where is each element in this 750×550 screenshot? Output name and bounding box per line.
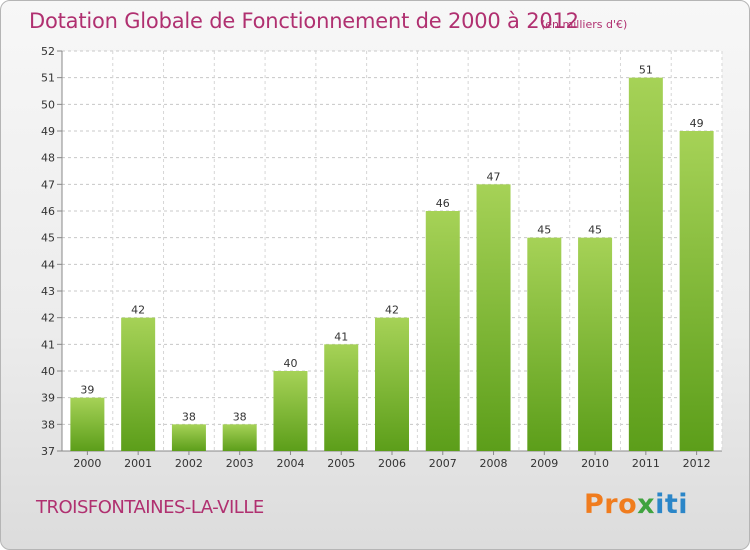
x-tick-label-2006: 2006 [378,457,406,470]
x-tick-label-2008: 2008 [480,457,508,470]
value-label-2004: 40 [283,357,297,370]
bar-2001 [121,317,156,451]
y-tick-label: 50 [41,98,55,111]
value-label-2001: 42 [131,304,145,317]
y-tick-label: 52 [41,45,55,58]
bar-2008 [476,184,511,452]
value-label-2012: 49 [690,117,704,130]
x-tick-label-2003: 2003 [226,457,254,470]
chart-title: Dotation Globale de Fonctionnement de 20… [29,9,579,33]
logo-part-3: iti [655,489,688,520]
bar-2004 [273,371,308,451]
value-label-2007: 46 [436,197,450,210]
y-tick-label: 47 [41,178,55,191]
bar-2002 [171,424,206,451]
proxiti-logo: Proxiti [584,489,688,520]
x-tick-label-2010: 2010 [581,457,609,470]
value-label-2005: 41 [334,330,348,343]
x-tick-label-2012: 2012 [683,457,711,470]
bar-2005 [324,344,359,451]
y-tick-label: 43 [41,285,55,298]
commune-name: TROISFONTAINES-LA-VILLE [36,497,264,518]
bars [70,77,714,452]
y-tick-label: 39 [41,392,55,405]
logo-part-1: Pro [584,489,638,520]
value-label-2002: 38 [182,410,196,423]
x-tick-label-2004: 2004 [276,457,304,470]
bar-2006 [375,317,409,451]
x-tick-label-2009: 2009 [530,457,558,470]
y-tick-label: 41 [41,338,55,351]
value-label-2008: 47 [487,170,501,183]
y-tick-label: 48 [41,152,55,165]
bar-2011 [628,77,663,452]
y-tick-label: 38 [41,418,55,431]
logo-part-2: x [637,489,656,520]
y-tick-label: 42 [41,312,55,325]
y-tick-label: 45 [41,232,55,245]
bar-2009 [527,237,562,451]
y-tick-label: 44 [41,258,55,271]
value-label-2003: 38 [233,410,247,423]
unit-note: (en milliers d'€) [541,18,628,31]
y-tick-label: 51 [41,72,55,85]
value-label-2006: 42 [385,304,399,317]
x-tick-label-2001: 2001 [124,457,152,470]
value-label-2011: 51 [639,64,653,77]
x-tick-label-2000: 2000 [73,457,101,470]
x-tick-label-2011: 2011 [632,457,660,470]
bar-2003 [222,424,257,451]
x-tick-label-2005: 2005 [327,457,355,470]
bar-2000 [70,397,105,451]
value-label-2000: 39 [80,384,94,397]
bar-2007 [425,211,460,451]
value-label-2010: 45 [588,224,602,237]
x-tick-label-2007: 2007 [429,457,457,470]
x-tick-label-2002: 2002 [175,457,203,470]
bar-2012 [679,131,714,451]
labels: 37 38 39 40 41 42 43 44 45 46 47 48 49 50 51 52 39 2000 42… [41,45,711,470]
bar-2010 [578,237,613,451]
y-tick-label: 49 [41,125,55,138]
y-tick-label: 46 [41,205,55,218]
value-label-2009: 45 [537,224,551,237]
y-tick-label: 40 [41,365,55,378]
y-tick-label: 37 [41,445,55,458]
